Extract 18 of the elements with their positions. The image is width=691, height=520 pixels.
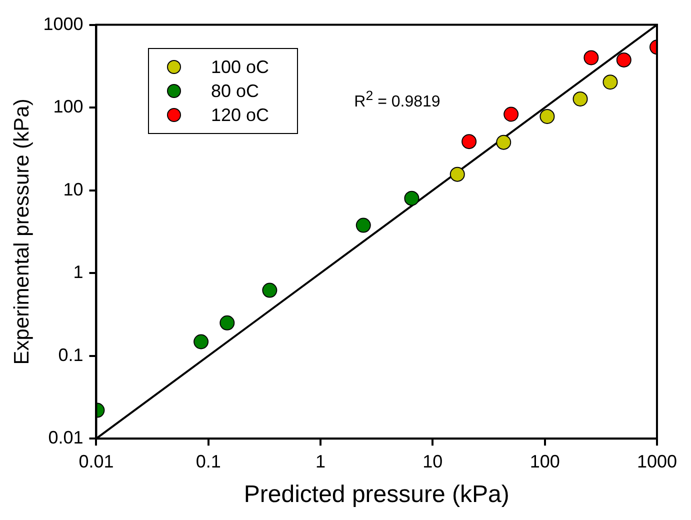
y-tick-label: 0.1 bbox=[58, 344, 84, 365]
y-tick-label: 0.01 bbox=[48, 428, 84, 448]
x-axis-title: Predicted pressure (kPa) bbox=[244, 481, 510, 508]
x-tick-label: 10 bbox=[422, 451, 443, 472]
x-tick-label: 0.1 bbox=[196, 451, 221, 472]
y-tick-label: 1 bbox=[73, 262, 84, 282]
annotation: R$^{2}$ = 0.9819 bbox=[354, 88, 440, 111]
x-tick-label: 1 bbox=[316, 451, 326, 472]
x-tick-label: 0.01 bbox=[78, 451, 114, 472]
x-tick-label: 100 bbox=[530, 451, 560, 472]
y-tick-label: 10 bbox=[63, 179, 84, 200]
legend-label: 100 oC bbox=[211, 56, 270, 78]
x-tick-label: 1000 bbox=[636, 451, 677, 472]
legend-label: 80 oC bbox=[211, 80, 260, 102]
y-tick-label: 1000 bbox=[43, 14, 84, 34]
y-axis-title: Experimental pressure (kPa) bbox=[10, 98, 34, 365]
legend-label: 120 oC bbox=[211, 104, 270, 126]
y-tick-label: 100 bbox=[53, 96, 84, 117]
